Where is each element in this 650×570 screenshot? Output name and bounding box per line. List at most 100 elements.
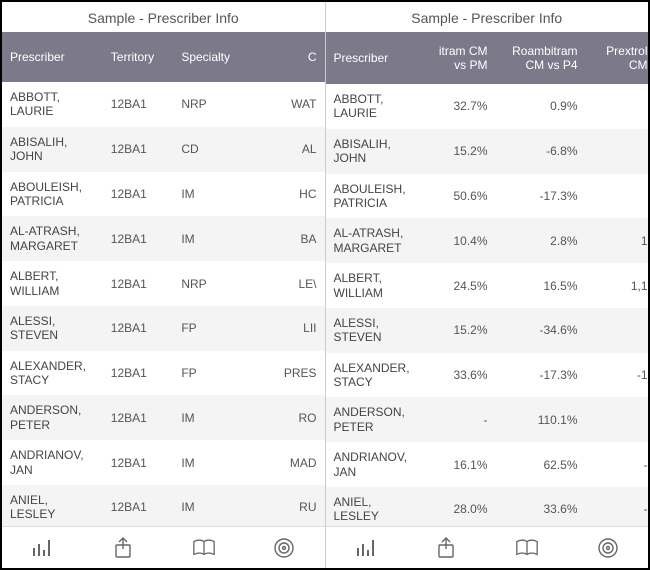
book-icon[interactable]: [192, 536, 216, 560]
cell-specialty: NRP: [173, 261, 254, 306]
cell-prescriber: ANIEL, LESLEY: [326, 487, 426, 526]
left-panel-title: Sample - Prescriber Info: [2, 2, 325, 32]
col-cm-pm[interactable]: itram CM vs PM: [426, 32, 496, 84]
right-panel-title: Sample - Prescriber Info: [326, 2, 649, 32]
col-specialty[interactable]: Specialty: [173, 32, 254, 82]
cell-territory: 12BA1: [103, 127, 174, 172]
right-table-wrap[interactable]: Prescriber itram CM vs PM Roambitram CM …: [326, 32, 649, 526]
table-row[interactable]: ALBERT, WILLIAM24.5%16.5%1,1: [326, 263, 649, 308]
table-row[interactable]: ANDERSON, PETER-110.1%: [326, 397, 649, 442]
cell-v1: -: [426, 397, 496, 442]
cell-c4: RO: [254, 395, 325, 440]
right-toolbar: [326, 526, 649, 568]
cell-c4: MAD: [254, 440, 325, 485]
cell-v3: [586, 397, 649, 442]
cell-v1: 28.0%: [426, 487, 496, 526]
cell-v3: -1: [586, 353, 649, 398]
cell-territory: 12BA1: [103, 485, 174, 526]
cell-v2: -6.8%: [496, 129, 586, 174]
col-prescriber[interactable]: Prescriber: [2, 32, 103, 82]
cell-v2: 16.5%: [496, 263, 586, 308]
book-icon[interactable]: [515, 536, 539, 560]
col-territory[interactable]: Territory: [103, 32, 174, 82]
cell-prescriber: ANDERSON, PETER: [2, 395, 103, 440]
cell-v1: 33.6%: [426, 353, 496, 398]
cell-v2: 110.1%: [496, 397, 586, 442]
cell-prescriber: ALEXANDER, STACY: [2, 351, 103, 396]
table-row[interactable]: ABOULEISH, PATRICIA12BA1IMHC: [2, 172, 325, 217]
col-cm-p4[interactable]: Roambitram CM vs P4: [496, 32, 586, 84]
table-row[interactable]: ANDRIANOV, JAN12BA1IMMAD: [2, 440, 325, 485]
target-icon[interactable]: [272, 536, 296, 560]
cell-territory: 12BA1: [103, 216, 174, 261]
cell-specialty: FP: [173, 351, 254, 396]
cell-v1: 24.5%: [426, 263, 496, 308]
left-table-wrap[interactable]: Prescriber Territory Specialty C ABBOTT,…: [2, 32, 325, 526]
cell-v2: 0.9%: [496, 84, 586, 129]
left-table: Prescriber Territory Specialty C ABBOTT,…: [2, 32, 325, 526]
table-row[interactable]: ALBERT, WILLIAM12BA1NRPLE\: [2, 261, 325, 306]
table-row[interactable]: ALEXANDER, STACY12BA1FPPRES: [2, 351, 325, 396]
cell-v2: 33.6%: [496, 487, 586, 526]
cell-v2: -17.3%: [496, 174, 586, 219]
cell-v3: [586, 84, 649, 129]
cell-prescriber: ANDERSON, PETER: [326, 397, 426, 442]
col-prextrol[interactable]: Prextrol CM: [586, 32, 649, 84]
table-row[interactable]: AL-ATRASH, MARGARET12BA1IMBA: [2, 216, 325, 261]
right-table-header: Prescriber itram CM vs PM Roambitram CM …: [326, 32, 649, 84]
table-row[interactable]: ANDRIANOV, JAN16.1%62.5%-: [326, 442, 649, 487]
cell-v2: -17.3%: [496, 353, 586, 398]
cell-c4: LE\: [254, 261, 325, 306]
cell-prescriber: ABISALIH, JOHN: [2, 127, 103, 172]
table-row[interactable]: ALESSI, STEVEN15.2%-34.6%: [326, 308, 649, 353]
cell-v3: 1,1: [586, 263, 649, 308]
table-row[interactable]: ABISALIH, JOHN15.2%-6.8%: [326, 129, 649, 174]
cell-c4: HC: [254, 172, 325, 217]
right-panel: Sample - Prescriber Info Prescriber itra…: [326, 2, 649, 568]
cell-prescriber: ALBERT, WILLIAM: [2, 261, 103, 306]
cell-prescriber: ALEXANDER, STACY: [326, 353, 426, 398]
share-icon[interactable]: [111, 536, 135, 560]
table-row[interactable]: ABBOTT, LAURIE12BA1NRPWAT: [2, 82, 325, 127]
cell-territory: 12BA1: [103, 440, 174, 485]
cell-c4: LII: [254, 306, 325, 351]
table-row[interactable]: ANIEL, LESLEY28.0%33.6%-: [326, 487, 649, 526]
cell-prescriber: AL-ATRASH, MARGARET: [326, 218, 426, 263]
chart-icon[interactable]: [354, 536, 378, 560]
col-c4[interactable]: C: [254, 32, 325, 82]
table-row[interactable]: ABISALIH, JOHN12BA1CDAL: [2, 127, 325, 172]
cell-v3: [586, 308, 649, 353]
share-icon[interactable]: [434, 536, 458, 560]
cell-territory: 12BA1: [103, 306, 174, 351]
table-row[interactable]: ABBOTT, LAURIE32.7%0.9%: [326, 84, 649, 129]
cell-v3: 1: [586, 218, 649, 263]
table-row[interactable]: ANIEL, LESLEY12BA1IMRU: [2, 485, 325, 526]
cell-v1: 32.7%: [426, 84, 496, 129]
cell-specialty: IM: [173, 395, 254, 440]
cell-territory: 12BA1: [103, 261, 174, 306]
cell-c4: RU: [254, 485, 325, 526]
col-prescriber-r[interactable]: Prescriber: [326, 32, 426, 84]
cell-v3: [586, 129, 649, 174]
cell-c4: AL: [254, 127, 325, 172]
cell-prescriber: ALESSI, STEVEN: [326, 308, 426, 353]
cell-prescriber: ANIEL, LESLEY: [2, 485, 103, 526]
cell-specialty: NRP: [173, 82, 254, 127]
cell-v2: -34.6%: [496, 308, 586, 353]
left-toolbar: [2, 526, 325, 568]
table-row[interactable]: ABOULEISH, PATRICIA50.6%-17.3%: [326, 174, 649, 219]
cell-prescriber: ALESSI, STEVEN: [2, 306, 103, 351]
target-icon[interactable]: [596, 536, 620, 560]
table-row[interactable]: ALESSI, STEVEN12BA1FPLII: [2, 306, 325, 351]
cell-specialty: IM: [173, 485, 254, 526]
cell-territory: 12BA1: [103, 351, 174, 396]
cell-specialty: FP: [173, 306, 254, 351]
table-row[interactable]: AL-ATRASH, MARGARET10.4%2.8%1: [326, 218, 649, 263]
cell-territory: 12BA1: [103, 395, 174, 440]
table-row[interactable]: ANDERSON, PETER12BA1IMRO: [2, 395, 325, 440]
cell-specialty: IM: [173, 216, 254, 261]
chart-icon[interactable]: [30, 536, 54, 560]
table-row[interactable]: ALEXANDER, STACY33.6%-17.3%-1: [326, 353, 649, 398]
right-table: Prescriber itram CM vs PM Roambitram CM …: [326, 32, 649, 526]
cell-v2: 62.5%: [496, 442, 586, 487]
